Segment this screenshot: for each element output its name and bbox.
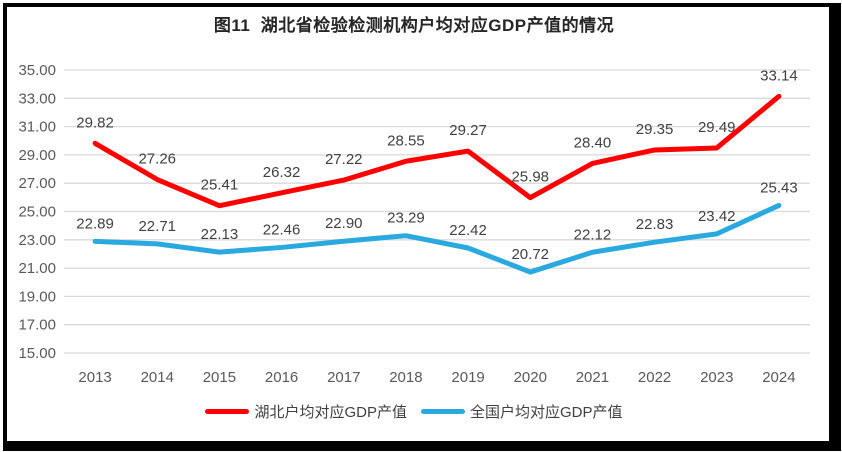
data-label-hubei: 33.14	[760, 67, 798, 84]
x-tick-label: 2013	[78, 369, 111, 386]
data-label-hubei: 27.26	[138, 151, 176, 168]
data-label-national: 22.42	[449, 222, 487, 239]
data-label-hubei: 28.55	[387, 132, 425, 149]
x-tick-label: 2016	[265, 369, 298, 386]
y-tick-label: 15.00	[18, 345, 56, 362]
data-label-hubei: 26.32	[263, 164, 301, 181]
x-tick-label: 2021	[576, 369, 609, 386]
y-tick-label: 35.00	[18, 62, 56, 79]
x-tick-label: 2019	[451, 369, 484, 386]
legend-label-national: 全国户均对应GDP产值	[470, 404, 623, 421]
y-tick-label: 25.00	[18, 204, 56, 221]
data-label-hubei: 25.41	[201, 177, 239, 194]
legend-swatch-national-line	[421, 409, 465, 414]
y-tick-label: 31.00	[18, 119, 56, 136]
legend-item-national: 全国户均对应GDP产值	[421, 401, 623, 422]
x-tick-label: 2018	[389, 369, 422, 386]
x-tick-label: 2014	[141, 369, 174, 386]
data-label-national: 20.72	[511, 246, 549, 263]
data-label-hubei: 25.98	[511, 169, 549, 186]
x-tick-label: 2015	[203, 369, 236, 386]
legend-swatch-hubei-line	[205, 409, 250, 414]
data-label-hubei: 28.40	[574, 134, 612, 151]
series-line-national	[92, 202, 782, 275]
data-label-hubei: 29.82	[76, 114, 114, 131]
chart-frame	[3, 3, 841, 451]
x-tick-label: 2024	[762, 369, 795, 386]
data-label-national: 22.89	[76, 215, 114, 232]
y-tick-label: 29.00	[18, 147, 56, 164]
data-label-hubei: 27.22	[325, 151, 363, 168]
chart-title: 图11 湖北省检验检测机构户均对应GDP产值的情况	[213, 16, 615, 35]
legend-label-hubei: 湖北户均对应GDP产值	[254, 404, 407, 421]
data-label-national: 22.46	[263, 221, 301, 238]
y-tick-label: 33.00	[18, 90, 56, 107]
y-tick-label: 17.00	[18, 317, 56, 334]
data-label-national: 22.71	[138, 218, 176, 235]
y-tick-label: 21.00	[18, 260, 56, 277]
data-label-national: 22.12	[574, 226, 612, 243]
x-tick-label: 2017	[327, 369, 360, 386]
data-label-national: 23.29	[387, 210, 425, 227]
x-tick-label: 2023	[700, 369, 733, 386]
chart-legend: 湖北户均对应GDP产值 全国户均对应GDP产值	[0, 401, 828, 422]
x-tick-label: 2022	[638, 369, 671, 386]
y-tick-label: 23.00	[18, 232, 56, 249]
y-tick-label: 19.00	[18, 288, 56, 305]
series-line-hubei	[92, 93, 782, 209]
data-label-national: 25.43	[760, 179, 798, 196]
x-tick-label: 2020	[514, 369, 547, 386]
legend-item-hubei: 湖北户均对应GDP产值	[205, 401, 407, 422]
data-label-national: 22.90	[325, 215, 363, 232]
y-tick-label: 27.00	[18, 175, 56, 192]
data-label-hubei: 29.35	[636, 121, 674, 138]
data-label-national: 23.42	[698, 208, 736, 225]
data-label-national: 22.13	[201, 226, 239, 243]
data-label-hubei: 29.49	[698, 119, 736, 136]
data-label-national: 22.83	[636, 216, 674, 233]
data-label-hubei: 29.27	[449, 122, 487, 139]
